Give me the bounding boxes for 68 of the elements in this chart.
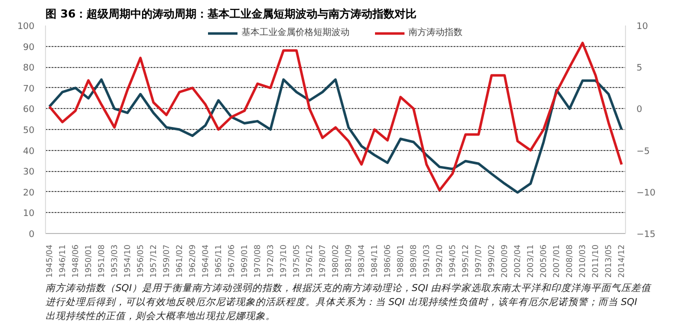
x-tick-label: 2014/12 [617, 244, 626, 278]
x-tick-label: 2000/09 [500, 244, 510, 278]
x-tick-label: 1972/03 [266, 244, 275, 278]
x-tick-label: 1957/12 [148, 244, 158, 278]
x-tick-label: 1961/02 [174, 244, 184, 278]
x-tick-label: 2010/03 [578, 244, 588, 278]
y-tick-label: 40 [23, 146, 35, 157]
legend-label: 南方涛动指数 [408, 26, 462, 39]
x-tick-label: 1967/06 [226, 244, 236, 278]
x-tick-label: 2013/05 [604, 244, 614, 278]
x-tick-label: 1995/12 [461, 244, 470, 278]
x-tick-label: 1992/10 [435, 244, 444, 278]
x-tick-label: 1965/11 [214, 244, 223, 278]
y-tick-label: 10 [23, 209, 35, 220]
x-tick-label: 1980/02 [331, 244, 340, 278]
y2-tick-label: −15 [636, 230, 656, 240]
x-tick-label: 1989/08 [409, 244, 418, 278]
x-tick-label: 1962/09 [188, 244, 197, 278]
x-tick-label: 2005/06 [539, 244, 548, 278]
y-tick-label: 70 [23, 84, 35, 94]
y-tick-label: 80 [23, 64, 35, 74]
x-tick-label: 1973/10 [278, 244, 288, 278]
line-series [48, 42, 623, 192]
line-series [48, 78, 623, 194]
x-tick-label: 1988/01 [396, 244, 406, 278]
x-tick-label: 2003/11 [526, 244, 536, 278]
y-tick-label: 30 [23, 168, 35, 178]
x-tick-label: 1991/03 [422, 244, 432, 278]
x-tick-label: 1981/09 [344, 244, 354, 278]
x-tick-label: 1964/04 [200, 244, 210, 278]
x-tick-label: 1946/11 [58, 244, 67, 278]
x-tick-label: 1950/01 [84, 244, 93, 278]
chart-title: 图 36：超级周期中的涛动周期：基本工业金属短期波动与南方涛动指数对比 [46, 8, 417, 20]
x-tick-label: 1983/04 [357, 244, 366, 278]
x-tick-label: 1997/07 [474, 244, 484, 278]
x-tick-label: 2011/10 [591, 244, 600, 278]
x-tick-label: 1959/07 [162, 244, 171, 278]
x-tick-label: 1976/12 [304, 244, 314, 278]
y2-tick-label: −5 [636, 146, 650, 157]
y2-tick-label: −10 [636, 188, 656, 198]
x-tick-label: 2002/04 [513, 244, 522, 278]
x-tick-label: 2007/01 [552, 244, 562, 278]
x-tick-label: 1970/08 [252, 244, 262, 278]
x-tick-label: 1948/06 [70, 244, 80, 278]
x-tick-label: 1953/03 [110, 244, 119, 278]
x-tick-label: 2008/08 [565, 244, 574, 278]
y-tick-label: 0 [28, 230, 35, 240]
x-tick-label: 1975/05 [292, 244, 301, 278]
x-tick-label: 1994/05 [448, 244, 458, 278]
x-tick-label: 1954/10 [122, 244, 132, 278]
y2-tick-label: 5 [636, 64, 642, 74]
x-tick-label: 1956/05 [136, 244, 145, 278]
y-tick-label: 60 [23, 105, 35, 116]
y-tick-label: 100 [17, 22, 35, 32]
x-tick-label: 1969/01 [240, 244, 249, 278]
legend-label: 基本工业金属价格短期波动 [242, 26, 350, 39]
y-tick-label: 20 [23, 188, 35, 198]
x-tick-label: 1984/11 [370, 244, 380, 278]
y2-tick-label: 10 [636, 22, 648, 32]
x-tick-label: 1986/06 [383, 244, 392, 278]
x-tick-label: 1945/04 [44, 244, 54, 278]
y-tick-label: 90 [23, 42, 35, 53]
y2-tick-label: 0 [636, 105, 642, 116]
text: 南方涛动指数（SQI）是用于衡量南方涛动强弱的指数，根据沃克的南方涛动理论，SQI 由科学家选取东南太平洋和印度洋海平面气压差值进行处理后得到，可以有效地反映厄尔尼诺现象的活跃程度。具体关系为：当 SQI 出现持续性负值时，该年有厄尔尼诺预警；而当 SQI 出现持续性的正值，则会大概率地出现拉尼娜现象。 [46, 282, 652, 322]
x-tick-label: 1951/08 [96, 244, 106, 278]
y-tick-label: 50 [23, 126, 35, 136]
x-tick-label: 1978/07 [318, 244, 327, 278]
x-tick-label: 1999/02 [487, 244, 496, 278]
